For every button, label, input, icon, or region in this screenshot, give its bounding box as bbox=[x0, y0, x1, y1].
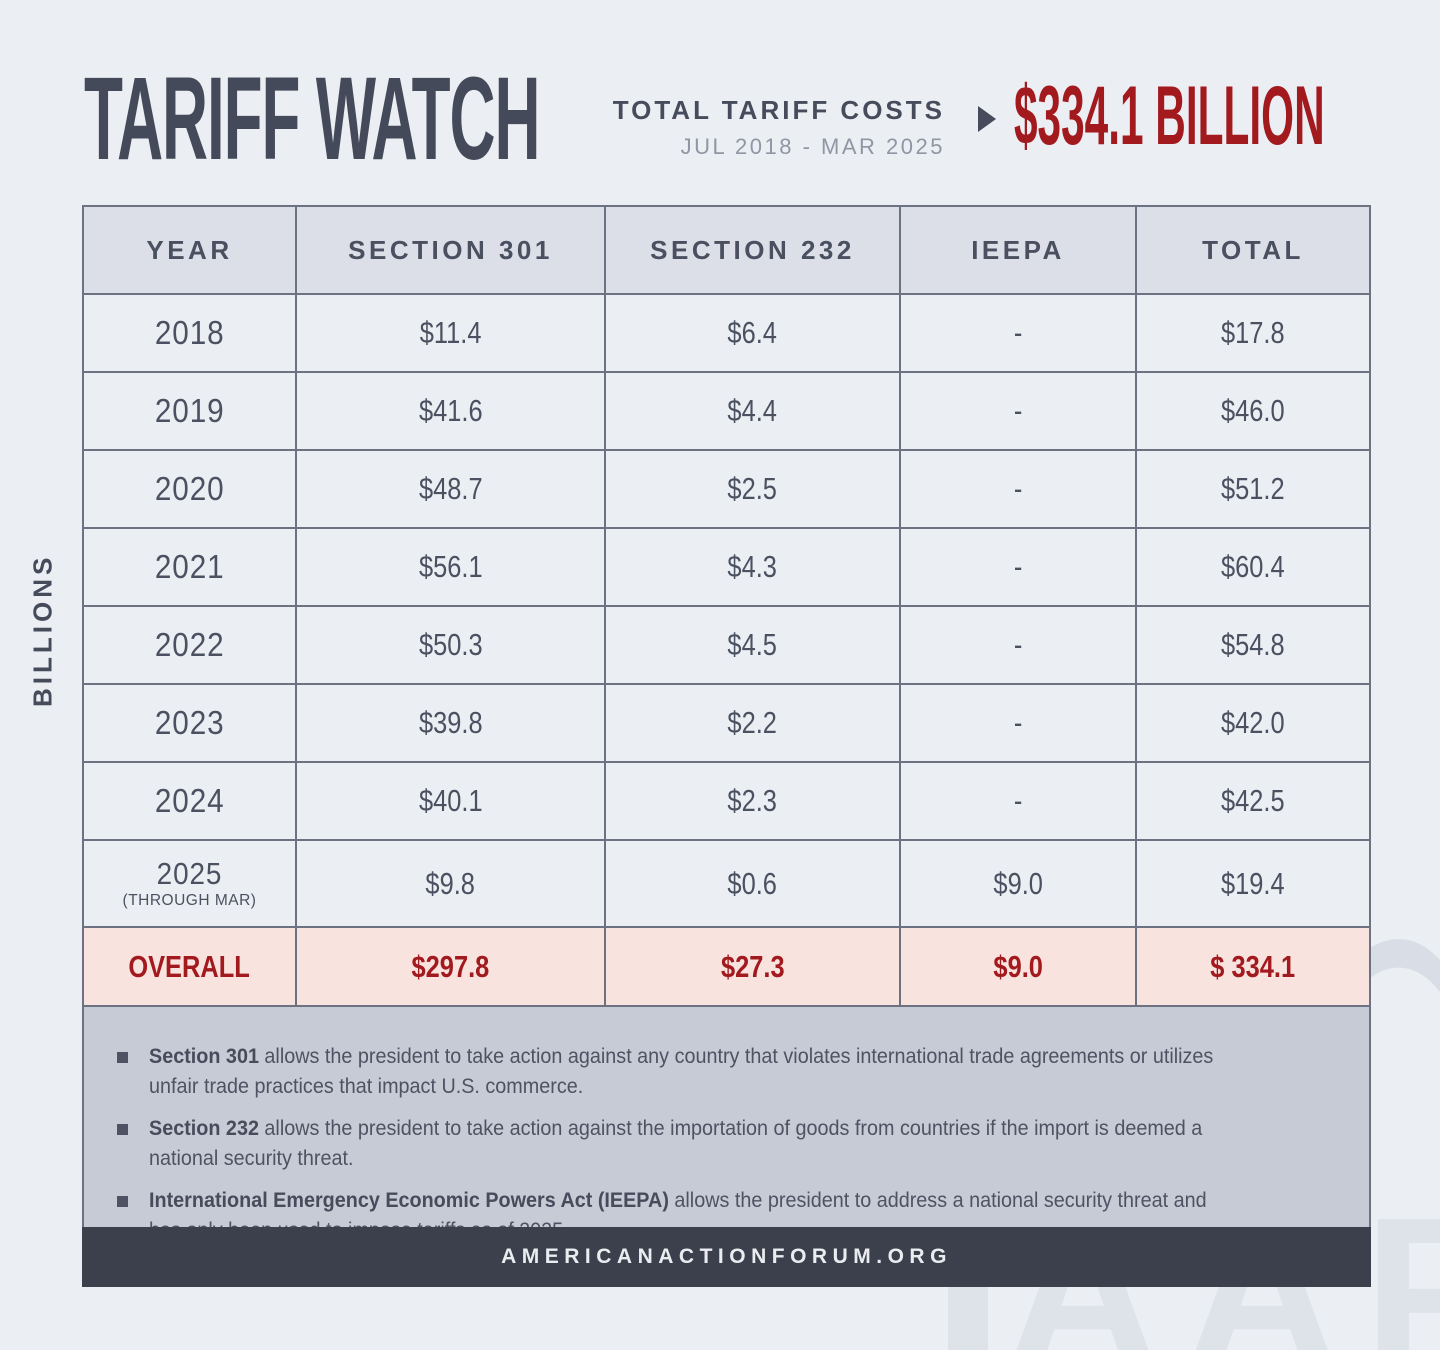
tariff-table: YEAR SECTION 301 SECTION 232 IEEPA TOTAL… bbox=[82, 205, 1371, 1007]
footnote-description: allows the president to address a nation… bbox=[149, 1188, 1207, 1227]
website-url: AMERICANACTIONFORUM.ORG bbox=[501, 1245, 952, 1268]
value-cell: $60.4 bbox=[1137, 529, 1369, 605]
value-cell: $48.7 bbox=[297, 451, 604, 527]
footnote-description: allows the president to take action agai… bbox=[149, 1116, 1203, 1170]
value-cell: - bbox=[901, 451, 1135, 527]
footnote-text: Section 301 allows the president to take… bbox=[149, 1042, 1244, 1101]
value-cell: - bbox=[901, 529, 1135, 605]
year-note: (THROUGH MAR) bbox=[122, 892, 257, 910]
footnotes-panel: Section 301 allows the president to take… bbox=[82, 1007, 1371, 1227]
value-cell: $4.3 bbox=[606, 529, 899, 605]
value-cell: $40.1 bbox=[297, 763, 604, 839]
value-cell: $6.4 bbox=[606, 295, 899, 371]
year-cell: 2022 bbox=[84, 607, 295, 683]
value-cell: $51.2 bbox=[1137, 451, 1369, 527]
year-cell: 2019 bbox=[84, 373, 295, 449]
value-cell: - bbox=[901, 295, 1135, 371]
overall-value-cell: $ 334.1 bbox=[1137, 928, 1369, 1005]
footnote-term: Section 301 bbox=[149, 1044, 259, 1068]
overall-label-cell: OVERALL bbox=[84, 928, 295, 1005]
bullet-square-icon bbox=[117, 1196, 128, 1207]
value-cell: $9.0 bbox=[901, 841, 1135, 926]
total-amount: $334.1 BILLION bbox=[1014, 69, 1325, 163]
column-header-section232: SECTION 232 bbox=[606, 207, 899, 293]
overall-value-cell: $297.8 bbox=[297, 928, 604, 1005]
overall-value-cell: $9.0 bbox=[901, 928, 1135, 1005]
overall-value-cell: $27.3 bbox=[606, 928, 899, 1005]
year-cell: 2020 bbox=[84, 451, 295, 527]
total-costs-label: TOTAL TARIFF COSTS bbox=[612, 95, 945, 125]
footnote-text: International Emergency Economic Powers … bbox=[149, 1186, 1244, 1227]
value-cell: $39.8 bbox=[297, 685, 604, 761]
value-cell: - bbox=[901, 607, 1135, 683]
bullet-square-icon bbox=[117, 1052, 128, 1063]
arrow-right-icon bbox=[978, 106, 996, 132]
value-cell: $19.4 bbox=[1137, 841, 1369, 926]
value-cell: $11.4 bbox=[297, 295, 604, 371]
value-cell: $41.6 bbox=[297, 373, 604, 449]
year-cell: 2018 bbox=[84, 295, 295, 371]
footnote-description: allows the president to take action agai… bbox=[149, 1044, 1214, 1098]
column-header-year: YEAR bbox=[84, 207, 295, 293]
year-cell: 2023 bbox=[84, 685, 295, 761]
value-cell: $42.0 bbox=[1137, 685, 1369, 761]
value-cell: $46.0 bbox=[1137, 373, 1369, 449]
value-cell: $17.8 bbox=[1137, 295, 1369, 371]
value-cell: - bbox=[901, 373, 1135, 449]
column-header-section301: SECTION 301 bbox=[297, 207, 604, 293]
value-cell: - bbox=[901, 685, 1135, 761]
column-header-ieepa: IEEPA bbox=[901, 207, 1135, 293]
footnote-text: Section 232 allows the president to take… bbox=[149, 1114, 1244, 1173]
footnote-item: Section 301 allows the president to take… bbox=[117, 1042, 1339, 1101]
value-cell: $42.5 bbox=[1137, 763, 1369, 839]
value-cell: $4.4 bbox=[606, 373, 899, 449]
footnote-item: International Emergency Economic Powers … bbox=[117, 1186, 1339, 1227]
value-cell: $4.5 bbox=[606, 607, 899, 683]
swoosh-icon bbox=[1370, 938, 1440, 992]
costs-period: JUL 2018 - MAR 2025 bbox=[680, 134, 945, 159]
total-costs-block: TOTAL TARIFF COSTS JUL 2018 - MAR 2025 bbox=[595, 95, 945, 160]
year-cell: 2024 bbox=[84, 763, 295, 839]
footnote-term: International Emergency Economic Powers … bbox=[149, 1188, 669, 1212]
value-cell: $9.8 bbox=[297, 841, 604, 926]
footer-bar: AMERICANACTIONFORUM.ORG bbox=[82, 1227, 1371, 1287]
value-cell: $56.1 bbox=[297, 529, 604, 605]
value-cell: $2.2 bbox=[606, 685, 899, 761]
column-header-total: TOTAL bbox=[1137, 207, 1369, 293]
footnote-item: Section 232 allows the president to take… bbox=[117, 1114, 1339, 1173]
value-cell: $50.3 bbox=[297, 607, 604, 683]
page-title: TARIFF WATCH bbox=[84, 53, 540, 185]
value-cell: $54.8 bbox=[1137, 607, 1369, 683]
footnote-term: Section 232 bbox=[149, 1116, 259, 1140]
bullet-square-icon bbox=[117, 1124, 128, 1135]
year-cell: 2021 bbox=[84, 529, 295, 605]
billions-axis-label: BILLIONS bbox=[27, 553, 58, 707]
year-cell-2025: 2025 (THROUGH MAR) bbox=[84, 841, 295, 926]
value-cell: - bbox=[901, 763, 1135, 839]
value-cell: $2.5 bbox=[606, 451, 899, 527]
value-cell: $0.6 bbox=[606, 841, 899, 926]
value-cell: $2.3 bbox=[606, 763, 899, 839]
